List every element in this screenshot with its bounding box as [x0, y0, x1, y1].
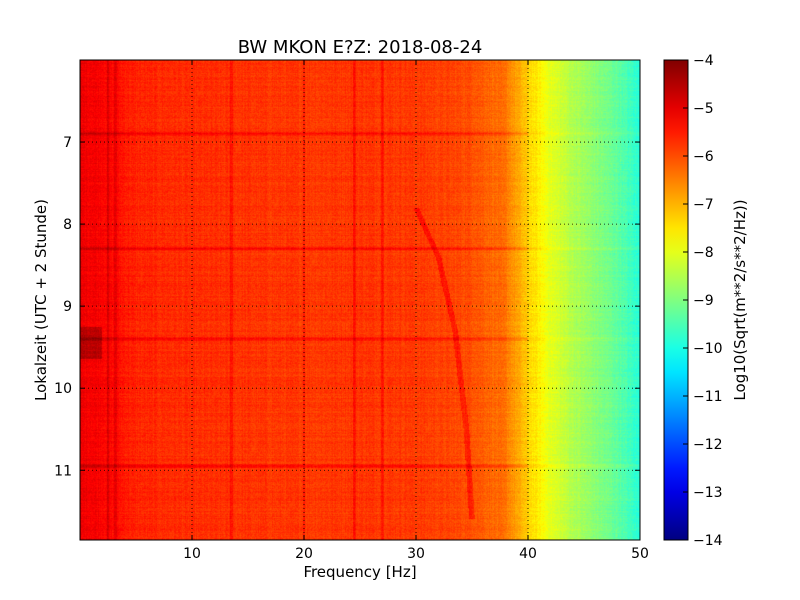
spectrogram-plot	[79, 59, 641, 541]
colorbar-tick-label: −11	[693, 389, 723, 405]
colorbar-ticks: −4 −5 −6 −7 −8 −9 −10 −11 −12 −13 −14	[683, 53, 723, 549]
colorbar-tick-label: −4	[693, 53, 714, 69]
colorbar: −4 −5 −6 −7 −8 −9 −10 −11 −12 −13 −14 Log10(Sqrt(m…	[663, 53, 749, 549]
x-tick-label: 50	[631, 546, 649, 562]
colorbar-tick-label: −12	[693, 437, 723, 453]
x-axis-label: Frequency [Hz]	[303, 563, 416, 581]
y-tick-label: 11	[54, 463, 72, 479]
x-tick-label: 40	[519, 546, 537, 562]
colorbar-label: Log10(Sqrt(m**2/s**2/Hz))	[731, 199, 749, 400]
colorbar-tick-label: −10	[693, 341, 723, 357]
x-tick-label: 30	[407, 546, 425, 562]
y-axis-label: Lokalzeit (UTC + 2 Stunde)	[32, 199, 50, 401]
y-tick-label: 7	[63, 135, 72, 151]
chart-title: BW MKON E?Z: 2018-08-24	[238, 37, 483, 58]
colorbar-tick-label: −13	[693, 485, 723, 501]
colorbar-tick-label: −9	[693, 293, 714, 309]
y-tick-label: 8	[63, 217, 72, 233]
colorbar-tick-label: −14	[693, 533, 723, 549]
colorbar-tick-label: −8	[693, 245, 714, 261]
x-axis-ticks: 10 20 30 40 50	[183, 60, 649, 562]
colorbar-tick-label: −6	[693, 149, 714, 165]
x-tick-label: 20	[295, 546, 313, 562]
y-tick-label: 9	[63, 299, 72, 315]
grid-lines	[80, 60, 640, 540]
spectrogram-heatmap	[80, 60, 640, 540]
colorbar-tick-label: −5	[693, 101, 714, 117]
y-tick-label: 10	[54, 381, 72, 397]
colorbar-tick-label: −7	[693, 197, 714, 213]
x-tick-label: 10	[183, 546, 201, 562]
y-axis-ticks: 7 8 9 10 11	[54, 135, 640, 479]
plot-frame	[79, 59, 641, 541]
